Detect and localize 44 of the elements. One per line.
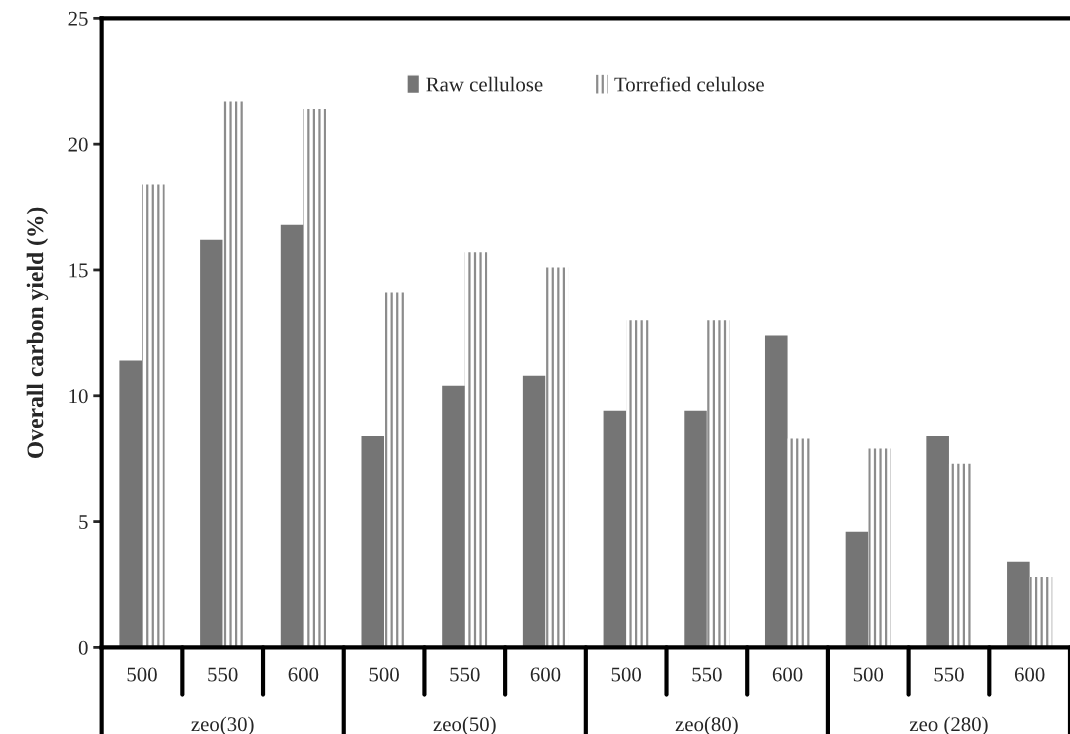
bar	[603, 410, 627, 648]
bar	[926, 436, 949, 648]
bar	[522, 375, 546, 648]
bar	[1007, 561, 1030, 648]
bar	[303, 108, 326, 648]
legend-label: Torrefied celulose	[614, 76, 764, 92]
bar	[222, 101, 246, 648]
y-tick-label: 20	[68, 137, 88, 152]
y-axis-title: Overall carbon yield (%)	[26, 207, 49, 458]
x-tick-label: 550	[208, 667, 238, 682]
x-tick-label: 550	[934, 667, 964, 682]
y-tick-label: 15	[69, 263, 88, 278]
bar	[442, 385, 465, 648]
bar	[384, 292, 407, 648]
bar	[200, 239, 223, 648]
x-tick-label: 600	[772, 667, 803, 682]
x-tick-label: 500	[853, 667, 884, 682]
x-tick-label: 500	[127, 667, 157, 682]
bar	[142, 184, 165, 648]
bar	[119, 360, 142, 648]
x-tick-label: 550	[692, 667, 722, 682]
bar	[845, 531, 869, 648]
bar	[787, 438, 811, 648]
bar	[1029, 576, 1053, 648]
x-tick-label: 600	[1014, 667, 1045, 682]
x-tick-label: 600	[288, 667, 319, 682]
bar	[868, 448, 891, 648]
x-tick-label: 500	[611, 667, 641, 682]
bar	[464, 252, 488, 648]
y-tick-label: 25	[68, 11, 88, 26]
bar	[626, 320, 649, 648]
x-tick-label: 600	[530, 667, 561, 682]
x-tick-label: 550	[450, 667, 480, 682]
y-tick-label: 0	[78, 640, 88, 655]
legend-label: Raw cellulose	[426, 76, 543, 92]
y-tick-label: 10	[69, 389, 88, 404]
x-tick-label: 500	[369, 667, 399, 682]
bar	[706, 320, 730, 648]
bar	[280, 224, 304, 648]
bar	[361, 436, 385, 648]
bar	[948, 463, 972, 648]
y-tick-label: 5	[79, 515, 88, 530]
bar	[764, 335, 788, 648]
bar	[684, 410, 707, 648]
